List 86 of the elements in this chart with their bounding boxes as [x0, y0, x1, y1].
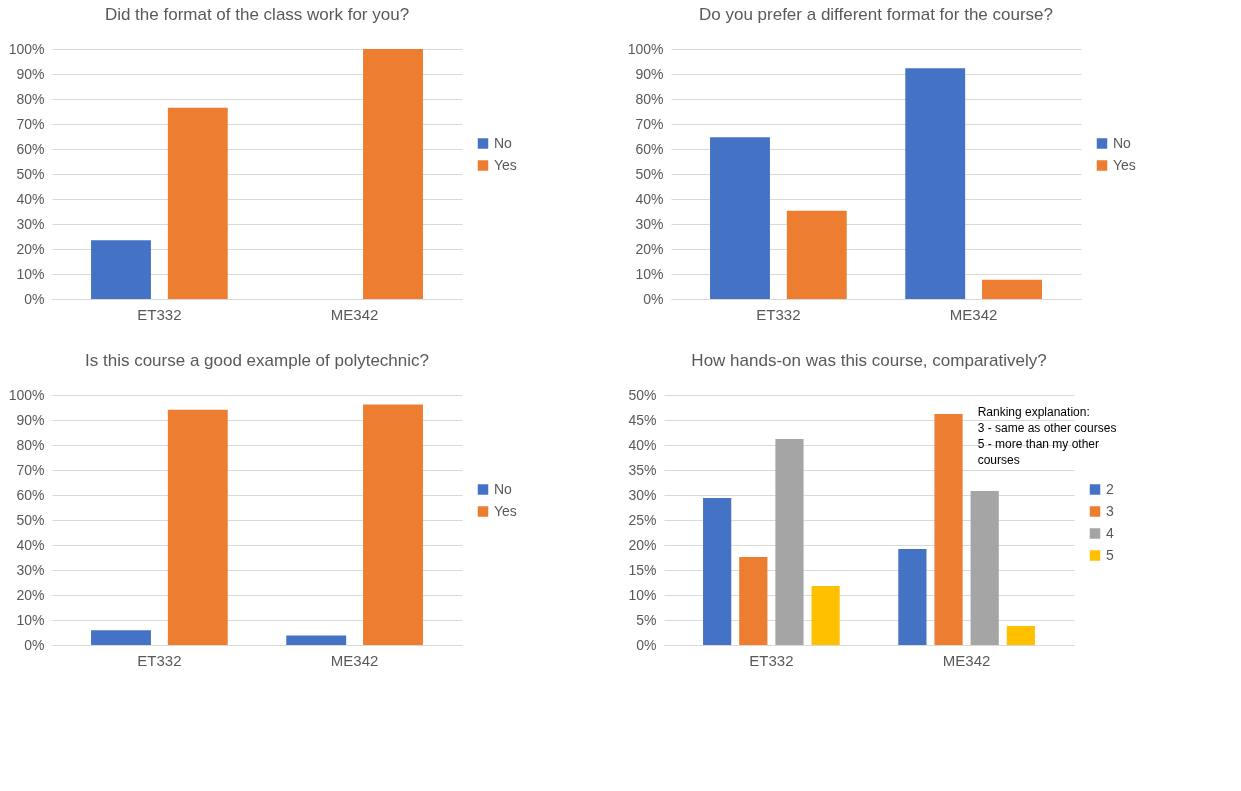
y-tick-label: 10%: [628, 586, 657, 603]
y-tick-label: 100%: [627, 40, 664, 57]
y-tick-label: 50%: [16, 511, 45, 528]
y-tick-label: 50%: [628, 386, 657, 403]
y-tick-label: 70%: [635, 115, 664, 132]
y-tick-label: 10%: [16, 611, 45, 628]
x-tick-label: ET332: [749, 651, 794, 669]
bar: [710, 137, 770, 299]
bar: [167, 107, 228, 299]
legend-label: No: [494, 134, 513, 151]
legend-label: 4: [1106, 524, 1114, 541]
x-tick-label: ET332: [756, 305, 801, 323]
y-tick-label: 15%: [628, 561, 657, 578]
chart-title: How hands-on was this course, comparatively?: [691, 351, 1047, 370]
bar: [91, 240, 151, 299]
annotation: Ranking explanation: 3 - same as other courses 5 - more than my other courses: [977, 405, 1117, 467]
y-tick-label: 30%: [16, 561, 45, 578]
legend-label: Yes: [1113, 156, 1136, 173]
y-tick-label: 20%: [16, 240, 45, 257]
bar: [982, 279, 1042, 299]
y-tick-label: 30%: [16, 215, 45, 232]
y-tick-label: 30%: [635, 215, 664, 232]
chart-title: Is this course a good example of polytechnic?: [85, 351, 429, 370]
legend-label: Yes: [494, 502, 517, 519]
bar: [1006, 626, 1035, 645]
y-tick-label: 100%: [8, 386, 45, 403]
bar: [167, 409, 228, 645]
bar: [970, 491, 999, 645]
y-tick-label: 40%: [628, 436, 657, 453]
legend-label: No: [1113, 134, 1132, 151]
y-tick-label: 45%: [628, 411, 657, 428]
bar: [786, 210, 847, 299]
bar: [703, 498, 732, 645]
y-tick-label: 40%: [16, 190, 45, 207]
y-tick-label: 60%: [635, 140, 664, 157]
y-tick-label: 100%: [8, 40, 45, 57]
y-tick-label: 70%: [16, 115, 45, 132]
chart-title: Did the format of the class work for you?: [104, 5, 410, 24]
x-tick-label: ME342: [949, 305, 998, 323]
bar: [739, 557, 768, 645]
legend-label: 5: [1106, 546, 1114, 563]
bar: [91, 630, 151, 645]
legend-label: Yes: [494, 156, 517, 173]
y-tick-label: 30%: [628, 486, 657, 503]
legend-label: No: [494, 480, 513, 497]
y-tick-label: 20%: [628, 536, 657, 553]
bar: [898, 549, 927, 645]
chart-title: Do you prefer a different format for the course?: [698, 5, 1054, 24]
y-tick-label: 60%: [16, 486, 45, 503]
bar: [363, 404, 423, 645]
legend-label: 3: [1106, 502, 1114, 519]
legend-label: 2: [1106, 480, 1114, 497]
bar: [905, 68, 966, 299]
y-tick-label: 10%: [16, 265, 45, 282]
x-tick-label: ET332: [137, 305, 182, 323]
y-tick-label: 10%: [635, 265, 664, 282]
y-tick-label: 25%: [628, 511, 657, 528]
bar: [811, 586, 840, 645]
bar: [934, 414, 963, 645]
y-tick-label: 50%: [635, 165, 664, 182]
y-tick-label: 40%: [16, 536, 45, 553]
bar: [775, 439, 804, 645]
y-tick-label: 0%: [636, 636, 657, 653]
y-tick-label: 60%: [16, 140, 45, 157]
y-tick-label: 90%: [635, 65, 664, 82]
y-tick-label: 5%: [636, 611, 657, 628]
y-tick-label: 80%: [16, 436, 45, 453]
y-tick-label: 0%: [24, 290, 45, 307]
y-tick-label: 70%: [16, 461, 45, 478]
x-tick-label: ME342: [330, 651, 379, 669]
x-tick-label: ME342: [330, 305, 379, 323]
bar: [363, 49, 423, 299]
y-tick-label: 40%: [635, 190, 664, 207]
x-tick-label: ET332: [137, 651, 182, 669]
y-tick-label: 35%: [628, 461, 657, 478]
y-tick-label: 80%: [16, 90, 45, 107]
y-tick-label: 0%: [643, 290, 664, 307]
y-tick-label: 80%: [635, 90, 664, 107]
y-tick-label: 50%: [16, 165, 45, 182]
y-tick-label: 90%: [16, 65, 45, 82]
y-tick-label: 20%: [16, 586, 45, 603]
y-tick-label: 90%: [16, 411, 45, 428]
x-tick-label: ME342: [942, 651, 991, 669]
y-tick-label: 20%: [635, 240, 664, 257]
y-tick-label: 0%: [24, 636, 45, 653]
bar: [286, 635, 347, 645]
